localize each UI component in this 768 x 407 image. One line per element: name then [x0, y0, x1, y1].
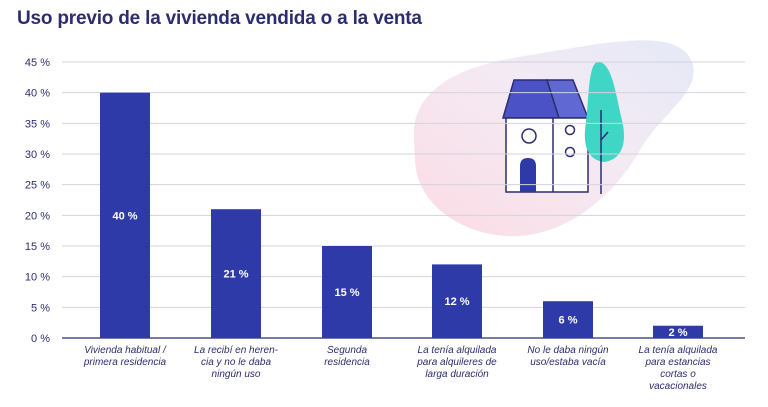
chart-title: Uso previo de la vivienda vendida o a la… — [17, 8, 422, 29]
bar-value-label: 21 % — [223, 269, 248, 281]
category-label: Vivienda habitual / primera residencia — [73, 345, 177, 369]
y-tick-label: 0 % — [31, 333, 50, 345]
category-label-line: larga duración — [425, 369, 489, 380]
y-tick-label: 40 % — [25, 88, 50, 100]
bar — [100, 92, 150, 339]
category-label-line: cia y no le daba — [200, 357, 272, 368]
bar-value-label: 40 % — [112, 210, 137, 222]
y-tick-label: 10 % — [25, 272, 50, 284]
category-label-line: Vivienda habitual / — [84, 345, 166, 356]
y-tick-label: 20 % — [25, 210, 50, 222]
y-tick-label: 45 % — [25, 57, 50, 69]
bar — [322, 246, 372, 338]
y-tick-label: 30 % — [25, 149, 50, 161]
category-label-line: cortas o — [660, 369, 696, 380]
category-label-line: La tenía alquilada — [417, 345, 497, 356]
category-label-line: para estancias — [645, 357, 711, 368]
y-tick-label: 25 % — [25, 180, 50, 192]
category-label-line: ningún uso — [211, 369, 261, 380]
y-tick-label: 15 % — [25, 241, 50, 253]
category-label-line: para alquileres de — [417, 357, 497, 368]
bar — [211, 209, 261, 338]
category-label-line: La recibí en heren- — [194, 345, 278, 356]
category-label-line: primera residencia — [83, 357, 167, 368]
category-label-line: residencia — [324, 357, 370, 368]
bar-value-label: 15 % — [334, 287, 359, 299]
category-label: La recibí en heren-cia y no le daba ningú… — [184, 345, 288, 381]
house-and-tree-icon — [413, 40, 694, 237]
category-label-line: La tenía alquilada — [638, 345, 718, 356]
category-label-line: No le daba ningún — [527, 345, 609, 356]
category-label-line: vacacionales — [649, 381, 707, 392]
y-tick-label: 5 % — [31, 302, 50, 314]
category-label: La tenía alquilada para alquileres de larg… — [405, 345, 509, 381]
bar — [653, 325, 703, 338]
category-label-line: uso/estaba vacía — [530, 357, 606, 368]
bar — [543, 301, 593, 338]
y-tick-label: 35 % — [25, 118, 50, 130]
category-label: Segunda residencia — [295, 345, 399, 369]
category-label: No le daba ningún uso/estaba vacía — [516, 345, 620, 369]
category-label: La tenía alquilada para estancias cortas o… — [626, 345, 730, 393]
bar — [432, 264, 482, 338]
bar-value-label: 2 % — [669, 327, 688, 339]
bar-value-label: 6 % — [559, 315, 578, 327]
bar-value-label: 12 % — [444, 296, 469, 308]
category-label-line: Segunda — [326, 345, 368, 356]
